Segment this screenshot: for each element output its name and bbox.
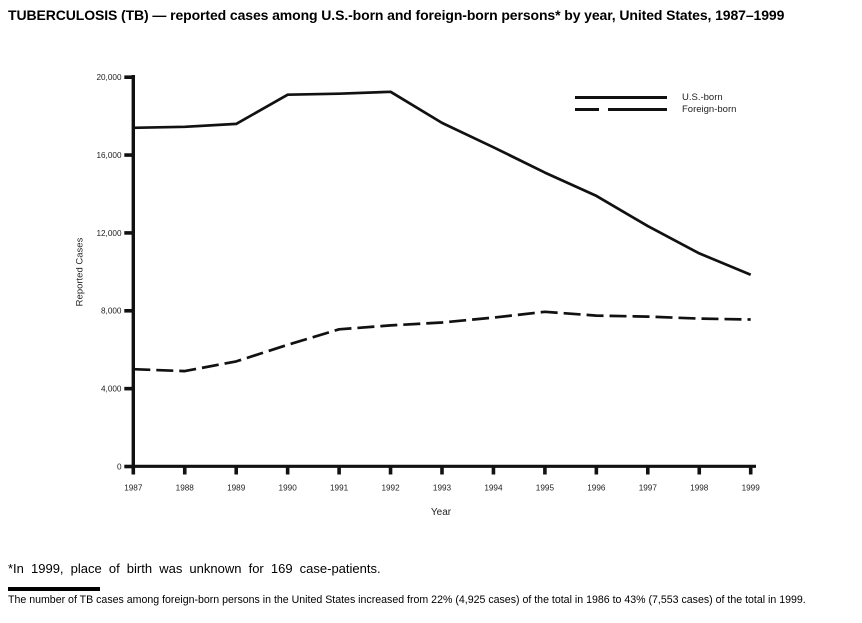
x-tick: [594, 466, 599, 475]
y-tick-label: 12,000: [96, 229, 121, 238]
y-tick-label: 4,000: [101, 385, 122, 394]
x-tick-label: 1987: [124, 484, 143, 493]
y-tick: [124, 153, 134, 157]
dashed-line-sample-icon: [575, 107, 667, 111]
y-tick-label: 0: [117, 462, 122, 471]
chart-title: TUBERCULOSIS (TB) — reported cases among…: [8, 7, 785, 23]
x-tick: [285, 466, 290, 475]
y-tick: [124, 75, 134, 79]
y-tick: [124, 308, 134, 313]
x-tick: [131, 466, 136, 475]
x-tick: [337, 466, 341, 475]
legend-label-us-born: U.S.-born: [682, 92, 723, 104]
x-tick-label: 1992: [381, 484, 400, 493]
legend: U.S.-born Foreign-born: [575, 92, 736, 115]
x-tick-label: 1995: [536, 484, 555, 493]
x-tick-label: 1999: [742, 484, 761, 493]
x-tick-label: 1993: [433, 484, 452, 493]
u-s-born-line: [133, 90, 752, 277]
y-tick-label: 8,000: [101, 307, 122, 316]
y-tick: [124, 231, 134, 235]
x-tick: [491, 466, 496, 475]
y-tick-label: 20,000: [96, 73, 121, 82]
x-axis-label: Year: [430, 507, 452, 518]
x-tick: [440, 466, 444, 475]
x-tick: [697, 466, 702, 475]
x-tick-label: 1988: [176, 484, 195, 493]
legend-label-foreign-born: Foreign-born: [682, 103, 737, 115]
x-tick: [182, 466, 187, 475]
caption: The number of TB cases among foreign-bor…: [8, 594, 806, 606]
footnote: *In 1999, place of birth was unknown for…: [8, 561, 381, 576]
x-tick: [543, 466, 547, 475]
solid-line-sample-icon: [575, 96, 667, 100]
y-tick-label: 16,000: [96, 151, 121, 160]
divider-bar: [8, 587, 100, 591]
x-tick: [646, 466, 650, 475]
foreign-born-line: [133, 310, 751, 373]
legend-item-us-born: U.S.-born: [575, 92, 736, 104]
x-tick-label: 1991: [330, 484, 349, 493]
x-tick: [388, 466, 393, 475]
tb-line-chart: 0 4,000 8,000 12,000 16,000 20,000 1987 1988 198…: [96, 73, 761, 493]
x-tick-label: 1994: [484, 484, 503, 493]
x-tick: [234, 466, 238, 475]
x-tick-label: 1996: [587, 484, 606, 493]
x-tick: [748, 466, 753, 475]
x-tick-label: 1989: [227, 484, 246, 493]
x-tick-label: 1990: [279, 484, 298, 493]
x-tick-label: 1998: [690, 484, 709, 493]
y-axis-label: Reported Cases: [74, 237, 86, 307]
y-tick: [124, 464, 134, 469]
x-tick-label: 1997: [639, 484, 658, 493]
legend-item-foreign-born: Foreign-born: [575, 104, 736, 116]
y-tick: [124, 386, 134, 391]
